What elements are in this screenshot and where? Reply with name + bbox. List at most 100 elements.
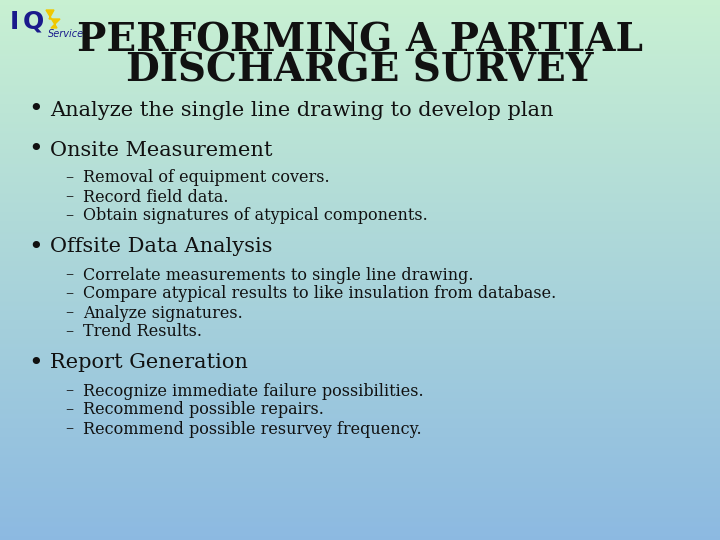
Bar [0,454,720,455]
Bar [0,351,720,353]
Bar [0,231,720,232]
Bar [0,187,720,189]
Bar [0,380,720,382]
Bar [0,285,720,286]
Bar [0,508,720,509]
Bar [0,279,720,281]
Bar [0,331,720,333]
Bar [0,63,720,65]
Text: Q: Q [23,10,44,34]
Bar [0,463,720,464]
Bar [0,234,720,236]
Text: –: – [65,421,73,437]
Bar [0,497,720,498]
Bar [0,533,720,535]
Bar [0,461,720,463]
Bar [0,346,720,347]
Bar [0,61,720,63]
Bar [0,27,720,29]
Bar [0,520,720,522]
Text: Correlate measurements to single line drawing.: Correlate measurements to single line dr… [83,267,474,284]
Bar [0,137,720,139]
Bar [0,18,720,20]
Bar [0,275,720,277]
Bar [0,0,720,2]
Bar [0,22,720,23]
Bar [0,506,720,508]
Bar [0,448,720,450]
Bar [0,15,720,16]
Bar [0,414,720,416]
Bar [0,459,720,461]
Bar [0,522,720,524]
Bar [0,265,720,266]
Bar [0,509,720,511]
Bar [0,329,720,331]
Bar [0,104,720,106]
Bar [0,153,720,155]
Bar [0,77,720,79]
Bar [0,65,720,66]
Bar [0,123,720,124]
Bar [0,538,720,540]
Bar [0,52,720,54]
Bar [0,528,720,529]
Bar [0,11,720,12]
Bar [0,9,720,11]
Bar [0,79,720,81]
Bar [0,86,720,88]
Bar [0,313,720,315]
Text: Services: Services [48,29,89,39]
Bar [0,140,720,142]
Bar [0,504,720,506]
Bar [0,511,720,513]
Bar [0,518,720,520]
Bar [0,423,720,425]
Text: –: – [65,170,73,186]
Text: Compare atypical results to like insulation from database.: Compare atypical results to like insulat… [83,286,557,302]
Bar [0,167,720,169]
Bar [0,501,720,502]
Bar [0,491,720,493]
Bar [0,45,720,47]
Bar [0,322,720,324]
Text: Recommend possible resurvey frequency.: Recommend possible resurvey frequency. [83,421,422,437]
Text: –: – [65,382,73,400]
Bar [0,139,720,140]
Bar [0,317,720,319]
Bar [0,416,720,417]
Text: •: • [28,235,42,259]
Bar [0,277,720,279]
Bar [0,171,720,173]
Bar [0,447,720,448]
Bar [0,259,720,261]
Bar [0,69,720,70]
Bar [0,74,720,76]
Bar [0,261,720,263]
Bar [0,185,720,187]
Text: •: • [28,98,42,122]
Bar [0,119,720,120]
Text: Onsite Measurement: Onsite Measurement [50,140,272,159]
Bar [0,31,720,32]
Bar [0,394,720,396]
Bar [0,455,720,457]
Bar [0,393,720,394]
Bar [0,274,720,275]
Bar [0,220,720,221]
Bar [0,525,720,528]
Bar [0,432,720,434]
Bar [0,436,720,437]
Bar [0,383,720,385]
Bar [0,25,720,27]
Bar [0,430,720,432]
Bar [0,396,720,398]
Text: –: – [65,402,73,418]
Bar [0,387,720,389]
Bar [0,164,720,166]
Bar [0,59,720,61]
Bar [0,376,720,378]
Bar [0,207,720,209]
Bar [0,243,720,245]
Bar [0,498,720,501]
